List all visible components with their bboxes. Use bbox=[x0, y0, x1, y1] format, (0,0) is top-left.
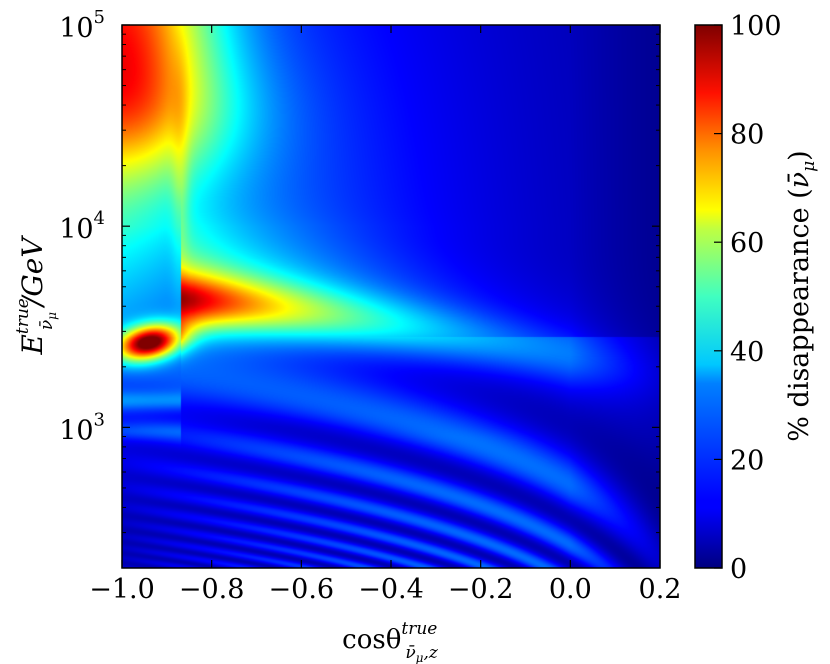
x-axis-ticks: −1.0 −0.8 −0.6 −0.4 −0.2 0.0 0.2 bbox=[89, 25, 681, 605]
x-tick-label: −0.8 bbox=[179, 574, 245, 605]
x-tick-label: −0.4 bbox=[358, 574, 424, 605]
colorbar-gradient bbox=[694, 24, 723, 569]
x-tick-label: −0.2 bbox=[448, 574, 514, 605]
heatmap-plot: −1.0 −0.8 −0.6 −0.4 −0.2 0.0 0.2 103 104 105 bbox=[59, 7, 681, 605]
colorbar-tick-label: 0 bbox=[730, 554, 747, 585]
x-tick-label: 0.0 bbox=[549, 574, 592, 605]
colorbar-tick-label: 40 bbox=[730, 337, 764, 368]
y-tick-label: 104 bbox=[59, 208, 105, 245]
colorbar-tick-label: 20 bbox=[730, 445, 764, 476]
y-axis-label: Etrue ν̄μ/GeV bbox=[13, 235, 59, 356]
y-tick-label: 103 bbox=[59, 409, 105, 446]
y-axis-ticks: 103 104 105 bbox=[59, 7, 660, 569]
colorbar-tick-label: 80 bbox=[730, 120, 764, 151]
heatmap-canvas bbox=[122, 25, 660, 568]
colorbar: 0 20 40 60 80 100 % disappearance (ν̄μ) bbox=[694, 11, 819, 585]
x-tick-label: 0.2 bbox=[639, 574, 682, 605]
colorbar-ticks: 0 20 40 60 80 100 bbox=[714, 11, 782, 585]
x-axis-label: cosθtrue ν̄μ,z bbox=[342, 619, 439, 664]
x-tick-label: −0.6 bbox=[269, 574, 335, 605]
colorbar-tick-label: 100 bbox=[730, 11, 782, 42]
colorbar-tick-label: 60 bbox=[730, 228, 764, 259]
x-tick-label: −1.0 bbox=[89, 574, 155, 605]
colorbar-label: % disappearance (ν̄μ) bbox=[784, 150, 819, 441]
y-tick-label: 105 bbox=[59, 7, 105, 44]
